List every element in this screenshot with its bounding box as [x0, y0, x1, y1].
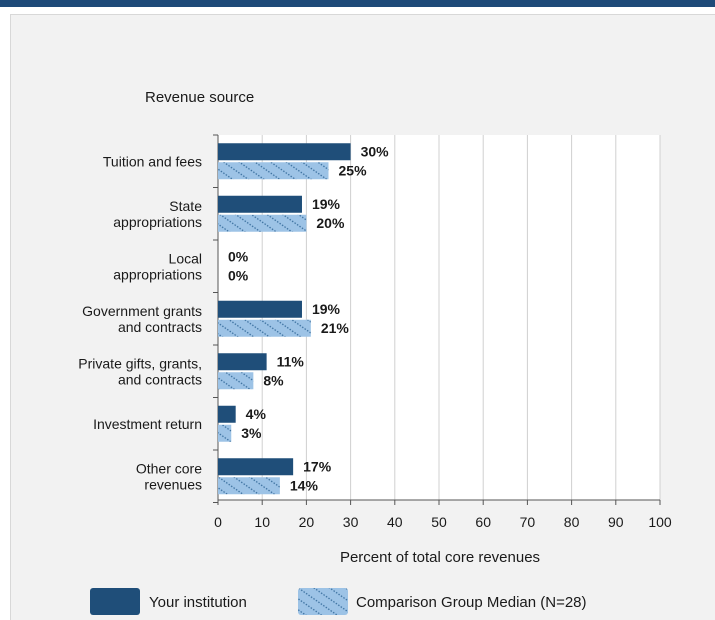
data-label-comparison-median: 8%	[263, 372, 284, 388]
bar-your-institution	[218, 353, 267, 371]
x-tick-label: 100	[648, 514, 672, 530]
legend-label-comparison-median: Comparison Group Median (N=28)	[356, 594, 587, 611]
category-label: State	[169, 198, 202, 214]
data-label-comparison-median: 21%	[321, 320, 350, 336]
category-axis-title: Revenue source	[145, 89, 254, 106]
bar-your-institution	[218, 300, 302, 318]
bar-comparison-median	[218, 372, 254, 390]
category-label: appropriations	[113, 266, 202, 282]
x-tick-label: 90	[608, 514, 624, 530]
data-label-your-institution: 30%	[361, 143, 390, 159]
x-tick-label: 40	[387, 514, 403, 530]
data-label-comparison-median: 20%	[316, 215, 345, 231]
bar-comparison-median	[218, 477, 280, 495]
x-axis-title: Percent of total core revenues	[340, 549, 540, 566]
legend-swatch-your-institution	[90, 588, 140, 615]
x-tick-label: 20	[299, 514, 315, 530]
category-label: and contracts	[118, 319, 202, 335]
category-label: and contracts	[118, 371, 202, 387]
category-label: appropriations	[113, 214, 202, 230]
category-label: Tuition and fees	[103, 153, 202, 169]
data-label-your-institution: 19%	[312, 301, 341, 317]
category-label: Investment return	[93, 416, 202, 432]
category-label: Government grants	[82, 303, 202, 319]
x-tick-label: 0	[214, 514, 222, 530]
data-label-your-institution: 19%	[312, 196, 341, 212]
x-tick-label: 10	[254, 514, 270, 530]
data-label-comparison-median: 0%	[228, 267, 249, 283]
legend: Your institution Comparison Group Median …	[90, 588, 587, 615]
data-label-your-institution: 11%	[277, 353, 305, 369]
data-label-your-institution: 0%	[228, 248, 249, 264]
data-label-your-institution: 4%	[246, 406, 267, 422]
bar-comparison-median	[218, 162, 329, 180]
data-label-your-institution: 17%	[303, 458, 332, 474]
x-tick-label: 70	[520, 514, 536, 530]
x-tick-label: 50	[431, 514, 447, 530]
x-tick-label: 80	[564, 514, 580, 530]
x-tick-label: 60	[475, 514, 491, 530]
bar-your-institution	[218, 458, 294, 476]
bar-your-institution	[218, 143, 351, 161]
legend-swatch-comparison-median	[298, 588, 348, 615]
bar-your-institution	[218, 405, 236, 423]
bar-comparison-median	[218, 319, 311, 337]
bar-comparison-median	[218, 424, 232, 442]
category-label: Local	[169, 250, 202, 266]
category-label: Other core	[136, 460, 202, 476]
category-label: Private gifts, grants,	[78, 355, 202, 371]
top-accent-bar	[0, 0, 715, 7]
data-label-comparison-median: 3%	[241, 425, 262, 441]
data-label-comparison-median: 25%	[339, 162, 368, 178]
bar-comparison-median	[218, 214, 307, 232]
category-label: revenues	[144, 476, 202, 492]
x-tick-label: 30	[343, 514, 359, 530]
legend-label-your-institution: Your institution	[149, 594, 247, 611]
bar-your-institution	[218, 195, 302, 213]
data-label-comparison-median: 14%	[290, 477, 319, 493]
